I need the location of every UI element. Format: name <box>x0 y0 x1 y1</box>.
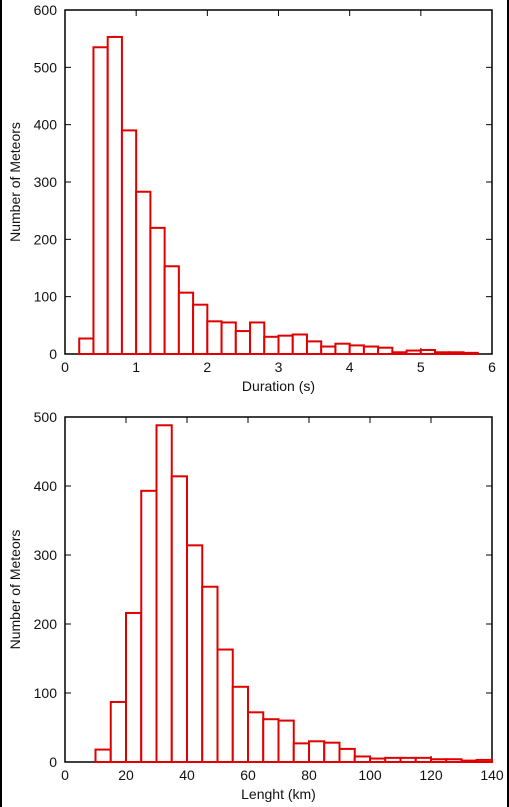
histogram-bar <box>277 334 294 355</box>
histogram-bar <box>231 685 249 763</box>
y-tick-label: 500 <box>34 409 58 425</box>
x-tick-label: 0 <box>61 359 69 375</box>
x-tick-label: 100 <box>358 767 382 783</box>
y-tick-label: 500 <box>34 59 58 75</box>
histogram-bar <box>414 756 432 763</box>
y-tick-label: 100 <box>34 289 58 305</box>
histogram-bar <box>120 129 138 355</box>
x-tick-label: 60 <box>240 767 256 783</box>
x-axis-label: Duration (s) <box>242 378 315 394</box>
histogram-bar <box>263 335 280 355</box>
histogram-bar <box>125 611 143 764</box>
histogram-bar <box>405 349 422 355</box>
histogram-bars <box>94 424 493 764</box>
histogram-bar <box>323 741 341 763</box>
tick-labels: 0 1 2 3 4 5 6 0 100 200 300 400 500 600 <box>34 2 496 375</box>
histogram-bar <box>94 748 112 764</box>
histogram-bar <box>78 337 95 355</box>
histogram-bar <box>192 303 209 355</box>
histogram-bar <box>445 758 463 763</box>
histogram-bar <box>348 344 365 355</box>
histogram-bar <box>149 226 166 355</box>
histogram-bar <box>262 718 280 763</box>
histogram-bar <box>369 757 387 763</box>
histogram-bar <box>234 330 252 356</box>
y-tick-label: 300 <box>34 547 58 563</box>
y-tick-label: 200 <box>34 616 58 632</box>
x-tick-label: 20 <box>118 767 134 783</box>
histogram-bar <box>475 758 493 763</box>
histogram-bar <box>92 46 109 356</box>
histogram-bar <box>353 755 371 763</box>
histogram-bar <box>384 756 402 763</box>
histogram-bar <box>170 475 188 763</box>
histogram-bar <box>430 758 448 763</box>
histogram-bar <box>220 321 237 356</box>
x-tick-label: 2 <box>203 359 211 375</box>
y-tick-label: 0 <box>49 346 57 362</box>
histogram-bar <box>320 345 337 355</box>
length-histogram: 0 20 40 60 80 100 120 140 0 100 200 300 400 500 Lengh… <box>7 409 504 802</box>
x-tick-label: 140 <box>480 767 504 783</box>
histogram-bar <box>308 740 326 763</box>
histogram-bar <box>305 340 323 355</box>
histogram-bar <box>201 585 219 763</box>
histogram-bar <box>391 351 408 355</box>
histogram-bar <box>377 346 394 355</box>
histogram-bar <box>140 489 158 763</box>
x-tick-label: 4 <box>346 359 354 375</box>
histogram-bar <box>155 424 173 763</box>
x-tick-label: 40 <box>179 767 195 783</box>
histogram-bar <box>106 35 123 356</box>
x-axis-label: Lenght (km) <box>241 786 316 802</box>
histogram-bar <box>135 190 152 355</box>
y-tick-label: 300 <box>34 174 58 190</box>
y-tick-label: 600 <box>34 2 58 18</box>
x-tick-label: 1 <box>132 359 140 375</box>
histogram-bar <box>109 700 127 763</box>
axis-ticks <box>64 9 493 355</box>
y-tick-label: 100 <box>34 685 58 701</box>
histogram-bar <box>460 759 478 763</box>
histogram-bar <box>462 351 479 355</box>
histogram-bar <box>419 348 437 355</box>
histogram-bar <box>292 742 310 763</box>
histogram-bar <box>206 320 223 356</box>
y-tick-label: 400 <box>34 478 58 494</box>
histogram-bar <box>216 648 234 764</box>
histogram-bar <box>177 291 195 355</box>
x-tick-label: 120 <box>419 767 443 783</box>
histogram-bar <box>362 345 380 355</box>
histogram-bar <box>247 711 265 764</box>
histogram-bar <box>334 342 351 355</box>
histogram-bar <box>163 265 180 355</box>
histogram-bar <box>291 333 308 355</box>
x-tick-label: 80 <box>301 767 317 783</box>
histogram-bars <box>78 35 479 356</box>
x-tick-label: 6 <box>488 359 496 375</box>
histogram-bar <box>448 351 465 355</box>
x-tick-label: 5 <box>417 359 425 375</box>
y-tick-label: 200 <box>34 231 58 247</box>
x-tick-label: 3 <box>275 359 283 375</box>
histogram-bar <box>186 544 204 764</box>
histogram-bar <box>249 321 266 356</box>
y-tick-label: 0 <box>49 754 57 770</box>
tick-labels: 0 20 40 60 80 100 120 140 0 100 200 300 400 500 <box>34 409 504 783</box>
y-axis-label: Number of Meteors <box>7 530 23 650</box>
y-axis-label: Number of Meteors <box>7 122 23 242</box>
x-tick-label: 0 <box>61 767 69 783</box>
histogram-bar <box>277 719 295 763</box>
histogram-bar <box>399 756 417 763</box>
histogram-bar <box>434 351 451 355</box>
y-tick-label: 400 <box>34 117 58 133</box>
histogram-bar <box>338 747 356 764</box>
